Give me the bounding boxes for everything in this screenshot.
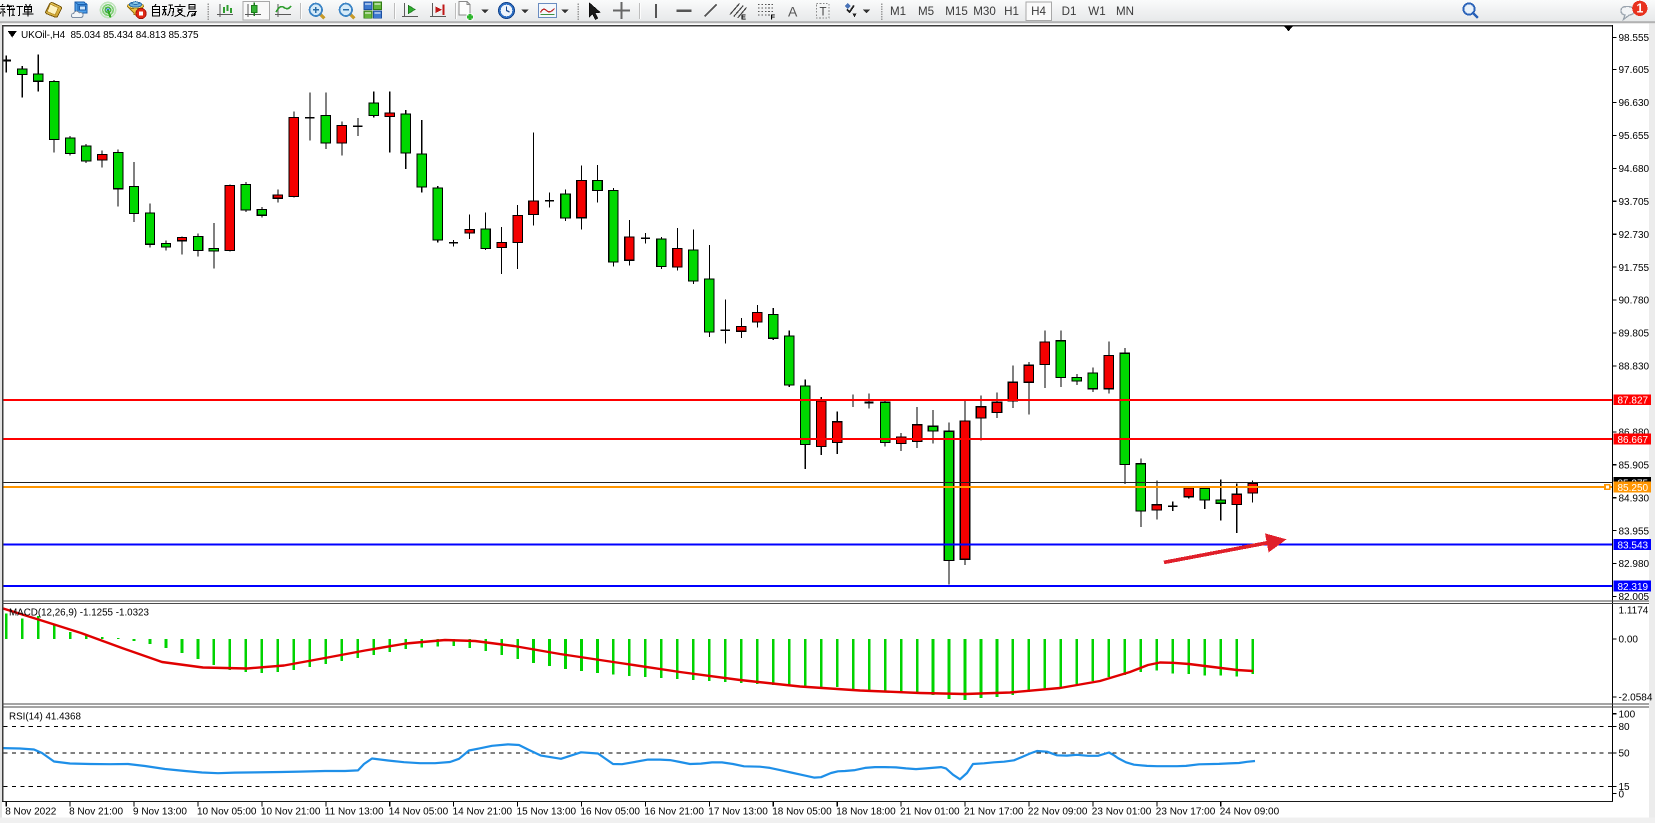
svg-text:94.680: 94.680 [1619, 164, 1650, 175]
svg-text:93.705: 93.705 [1619, 197, 1650, 208]
svg-text:15: 15 [1619, 782, 1631, 793]
svg-text:H1: H1 [1004, 5, 1019, 18]
svg-text:23 Nov 01:00: 23 Nov 01:00 [1092, 807, 1152, 818]
svg-text:10 Nov 21:00: 10 Nov 21:00 [261, 807, 321, 818]
svg-text:RSI(14) 41.4368: RSI(14) 41.4368 [9, 712, 81, 723]
svg-text:17 Nov 13:00: 17 Nov 13:00 [708, 807, 768, 818]
svg-text:21 Nov 17:00: 21 Nov 17:00 [964, 807, 1024, 818]
svg-text:85.905: 85.905 [1619, 460, 1650, 471]
svg-text:T: T [820, 7, 827, 19]
svg-text:86.667: 86.667 [1618, 435, 1649, 446]
svg-text:83.543: 83.543 [1618, 540, 1649, 551]
svg-text:21 Nov 01:00: 21 Nov 01:00 [900, 807, 960, 818]
svg-text:82.319: 82.319 [1618, 582, 1649, 593]
svg-text:18 Nov 18:00: 18 Nov 18:00 [836, 807, 896, 818]
svg-text:16 Nov 21:00: 16 Nov 21:00 [644, 807, 704, 818]
svg-text:91.755: 91.755 [1619, 263, 1650, 274]
svg-text:22 Nov 09:00: 22 Nov 09:00 [1028, 807, 1088, 818]
svg-text:14 Nov 21:00: 14 Nov 21:00 [453, 807, 513, 818]
svg-text:W1: W1 [1088, 5, 1105, 18]
svg-text:1: 1 [1636, 2, 1643, 16]
svg-text:14 Nov 05:00: 14 Nov 05:00 [389, 807, 449, 818]
svg-text:24 Nov 09:00: 24 Nov 09:00 [1220, 807, 1280, 818]
svg-text:E: E [741, 13, 746, 22]
svg-text:82.005: 82.005 [1619, 592, 1650, 603]
svg-text:90.780: 90.780 [1619, 296, 1650, 307]
svg-text:1.1174: 1.1174 [1619, 606, 1649, 617]
svg-text:89.805: 89.805 [1619, 329, 1650, 340]
svg-text:M5: M5 [918, 5, 934, 18]
svg-text:80: 80 [1619, 722, 1631, 733]
svg-text:9 Nov 13:00: 9 Nov 13:00 [133, 807, 187, 818]
svg-text:92.730: 92.730 [1619, 230, 1650, 241]
svg-text:16 Nov 05:00: 16 Nov 05:00 [581, 807, 641, 818]
svg-text:50: 50 [1619, 749, 1631, 760]
svg-text:15 Nov 13:00: 15 Nov 13:00 [517, 807, 577, 818]
svg-text:86.880: 86.880 [1619, 428, 1650, 439]
svg-text:0: 0 [1619, 789, 1625, 800]
svg-text:M1: M1 [890, 5, 906, 18]
svg-text:F: F [771, 13, 776, 22]
svg-text:0.00: 0.00 [1619, 634, 1639, 645]
svg-text:85.250: 85.250 [1618, 483, 1649, 494]
svg-text:MACD(12,26,9) -1.1255 -1.0323: MACD(12,26,9) -1.1255 -1.0323 [9, 608, 150, 619]
svg-text:D1: D1 [1062, 5, 1077, 18]
svg-text:M15: M15 [945, 5, 968, 18]
svg-text:H4: H4 [1031, 5, 1046, 18]
svg-text:95.655: 95.655 [1619, 131, 1650, 142]
svg-text:8 Nov 21:00: 8 Nov 21:00 [69, 807, 123, 818]
svg-text:10 Nov 05:00: 10 Nov 05:00 [197, 807, 257, 818]
svg-text:23 Nov 17:00: 23 Nov 17:00 [1156, 807, 1216, 818]
svg-text:M30: M30 [973, 5, 996, 18]
svg-text:83.955: 83.955 [1619, 526, 1650, 537]
svg-text:A: A [788, 4, 798, 20]
svg-text:87.827: 87.827 [1618, 396, 1649, 407]
svg-text:-2.0584: -2.0584 [1619, 693, 1653, 704]
svg-text:88.830: 88.830 [1619, 362, 1650, 373]
svg-text:UKOil-,H4 85.034 85.434 84.81: UKOil-,H4 85.034 85.434 84.813 85.375 [21, 30, 199, 41]
svg-text:MN: MN [1116, 5, 1134, 18]
svg-text:96.630: 96.630 [1619, 98, 1650, 109]
svg-text:98.555: 98.555 [1619, 33, 1650, 44]
svg-text:18 Nov 05:00: 18 Nov 05:00 [772, 807, 832, 818]
svg-text:84.930: 84.930 [1619, 493, 1650, 504]
svg-text:100: 100 [1619, 709, 1636, 720]
svg-text:97.605: 97.605 [1619, 65, 1650, 76]
svg-text:82.980: 82.980 [1619, 559, 1650, 570]
svg-text:8 Nov 2022: 8 Nov 2022 [5, 807, 57, 818]
svg-text:11 Nov 13:00: 11 Nov 13:00 [325, 807, 384, 818]
